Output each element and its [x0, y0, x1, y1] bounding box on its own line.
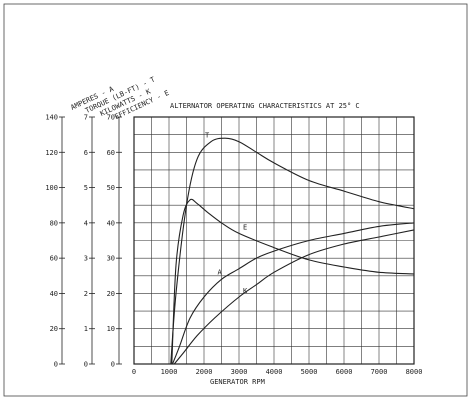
- curves: [170, 137, 415, 365]
- y-tick-label-amperes: 60: [50, 255, 58, 263]
- curve-label-K: K: [243, 287, 248, 295]
- curve-labels: T E A K: [205, 132, 248, 295]
- grid: [133, 116, 415, 365]
- y-tick-label-kilowatts_efficiency: 70: [107, 114, 115, 122]
- curve-A: [171, 222, 415, 365]
- y-tick-label-kilowatts_efficiency: 30: [107, 255, 115, 263]
- curve-E: [171, 198, 415, 365]
- y-tick-label-torque: 5: [84, 184, 88, 192]
- y-tick-label-torque: 4: [84, 219, 88, 227]
- axes: 0 1000 2000 3000 4000 5000 6000 7000 80000204060…: [45, 114, 422, 377]
- curve-K: [173, 229, 415, 365]
- chart-title: ALTERNATOR OPERATING CHARACTERISTICS AT …: [170, 102, 360, 110]
- y-tick-label-amperes: 100: [45, 184, 58, 192]
- y-tick-label-amperes: 0: [54, 361, 58, 369]
- x-tick-label: 3000: [231, 368, 248, 376]
- y-tick-label-torque: 0: [84, 361, 88, 369]
- outer-border: [3, 3, 468, 397]
- x-tick-label: 5000: [301, 368, 318, 376]
- x-tick-label: 6000: [336, 368, 353, 376]
- y-tick-label-kilowatts_efficiency: 40: [107, 219, 115, 227]
- x-tick-label: 1000: [161, 368, 178, 376]
- x-tick-label: 2000: [196, 368, 213, 376]
- axis-labels-group: AMPERES - A TORQUE (LB-FT) - T KILOWATTS…: [69, 75, 170, 121]
- y-tick-label-amperes: 80: [50, 219, 58, 227]
- curve-label-T: T: [205, 132, 210, 140]
- y-tick-label-amperes: 120: [45, 149, 58, 157]
- curve-T: [170, 137, 415, 365]
- y-tick-label-torque: 6: [84, 149, 88, 157]
- y-tick-label-amperes: 40: [50, 290, 58, 298]
- y-tick-label-kilowatts_efficiency: 0: [111, 361, 115, 369]
- curve-label-E: E: [243, 223, 247, 231]
- y-tick-label-amperes: 20: [50, 325, 58, 333]
- y-tick-label-kilowatts_efficiency: 20: [107, 290, 115, 298]
- curve-label-A: A: [218, 268, 223, 276]
- y-tick-label-torque: 1: [84, 325, 88, 333]
- plot-frame: [133, 116, 415, 365]
- x-axis-label: GENERATOR RPM: [210, 378, 265, 386]
- y-tick-label-amperes: 140: [45, 114, 58, 122]
- y-tick-label-kilowatts_efficiency: 10: [107, 325, 115, 333]
- x-tick-label: 4000: [266, 368, 283, 376]
- y-tick-label-kilowatts_efficiency: 60: [107, 149, 115, 157]
- x-tick-label: 7000: [371, 368, 388, 376]
- y-tick-label-torque: 3: [84, 255, 88, 263]
- y-tick-label-torque: 2: [84, 290, 88, 298]
- x-tick-label: 0: [132, 368, 136, 376]
- x-tick-label: 8000: [406, 368, 423, 376]
- y-tick-label-kilowatts_efficiency: 50: [107, 184, 115, 192]
- y-tick-label-torque: 7: [84, 114, 88, 122]
